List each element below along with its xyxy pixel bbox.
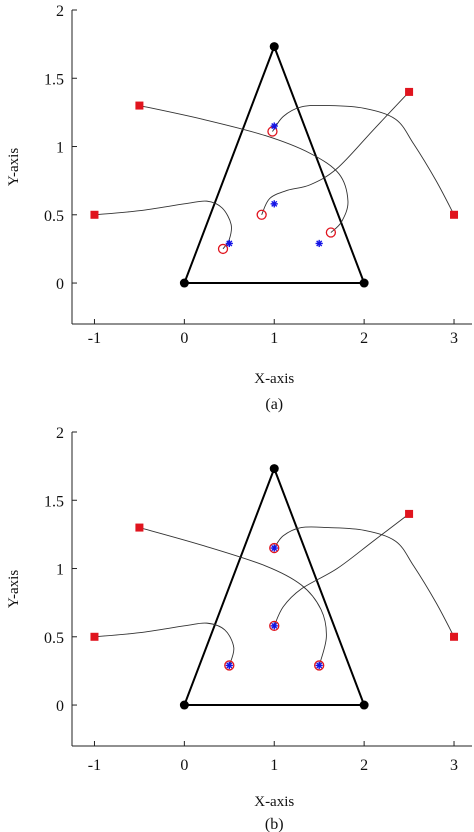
agent-trajectory bbox=[273, 513, 410, 627]
start-marker bbox=[405, 509, 414, 518]
x-tick-label: 1 bbox=[270, 757, 278, 774]
target-marker bbox=[315, 661, 323, 670]
end-marker bbox=[224, 660, 235, 671]
x-tick-label: 2 bbox=[360, 757, 368, 774]
target-marker bbox=[270, 544, 278, 552]
x-tick-label: 0 bbox=[180, 757, 188, 774]
start-marker bbox=[405, 87, 414, 96]
agent-trajectory bbox=[94, 200, 232, 250]
start-marker bbox=[450, 210, 459, 219]
target-stroke bbox=[226, 240, 233, 247]
triangle-vertex bbox=[179, 700, 189, 710]
target-marker bbox=[270, 622, 278, 630]
target-stroke bbox=[271, 200, 278, 207]
agent-trajectory bbox=[94, 622, 235, 666]
triangle-vertex bbox=[359, 700, 369, 710]
x-tick-label: 2 bbox=[360, 330, 368, 347]
agent-trajectory bbox=[273, 526, 455, 637]
end-marker bbox=[269, 620, 280, 632]
target-marker bbox=[270, 122, 278, 130]
x-axis-label: X-axis bbox=[254, 794, 294, 810]
target-marker bbox=[270, 200, 278, 208]
triangle-formation bbox=[182, 43, 366, 285]
x-axis-label: X-axis bbox=[254, 371, 294, 387]
start-marker bbox=[450, 632, 459, 641]
end-marker bbox=[314, 660, 325, 671]
agent-trajectory bbox=[272, 104, 455, 215]
panel-caption: (a) bbox=[265, 396, 283, 413]
target-stroke bbox=[271, 545, 278, 552]
triangle-vertex bbox=[359, 278, 369, 288]
x-tick-label: 1 bbox=[270, 330, 278, 347]
target-marker bbox=[225, 239, 233, 248]
y-axis-label: Y-axis bbox=[6, 570, 22, 608]
y-tick-label: 0.5 bbox=[44, 208, 64, 225]
y-axis-label: Y-axis bbox=[6, 148, 22, 186]
target-marker bbox=[225, 661, 233, 670]
end-marker bbox=[256, 209, 267, 220]
y-tick-label: 0.5 bbox=[44, 630, 64, 647]
x-tick-label: 0 bbox=[180, 330, 188, 347]
target-stroke bbox=[226, 662, 233, 669]
y-tick-label: 2 bbox=[56, 425, 64, 442]
x-tick-label: -1 bbox=[88, 757, 101, 774]
target-stroke bbox=[271, 622, 278, 629]
start-marker bbox=[90, 632, 99, 641]
agent-trajectory bbox=[261, 91, 410, 215]
y-tick-label: 1 bbox=[56, 140, 64, 157]
y-tick-label: 0 bbox=[56, 698, 64, 715]
triangle-vertex bbox=[269, 42, 279, 52]
triangle-formation bbox=[182, 465, 366, 707]
panel-b: -1 0 1 2 3 0 0.5 1 1.5 2 X-axis Y-axis (b) bbox=[6, 425, 472, 832]
panel-a: -1 0 1 2 3 0 0.5 1 1.5 2 X-axis Y-axis (a) bbox=[6, 3, 472, 413]
x-tick-label: 3 bbox=[450, 757, 458, 774]
target-marker bbox=[315, 239, 323, 248]
x-tick-label: 3 bbox=[450, 330, 458, 347]
triangle-vertex bbox=[179, 278, 189, 288]
target-stroke bbox=[316, 662, 323, 669]
target-stroke bbox=[316, 240, 323, 247]
end-marker bbox=[269, 542, 280, 554]
y-tick-label: 2 bbox=[56, 3, 64, 20]
panel-caption: (b) bbox=[265, 816, 284, 832]
target-stroke bbox=[271, 123, 278, 130]
y-tick-label: 1 bbox=[56, 562, 64, 579]
x-tick-label: -1 bbox=[88, 330, 101, 347]
agent-trajectory bbox=[139, 527, 327, 666]
y-tick-label: 0 bbox=[56, 276, 64, 293]
y-tick-label: 1.5 bbox=[44, 493, 64, 510]
agent-trajectory bbox=[139, 105, 349, 233]
start-marker bbox=[135, 523, 144, 532]
triangle-vertex bbox=[269, 464, 279, 474]
end-marker bbox=[217, 243, 229, 255]
y-tick-label: 1.5 bbox=[44, 71, 64, 88]
start-marker bbox=[135, 101, 144, 110]
end-marker bbox=[325, 227, 337, 238]
start-marker bbox=[90, 210, 99, 219]
